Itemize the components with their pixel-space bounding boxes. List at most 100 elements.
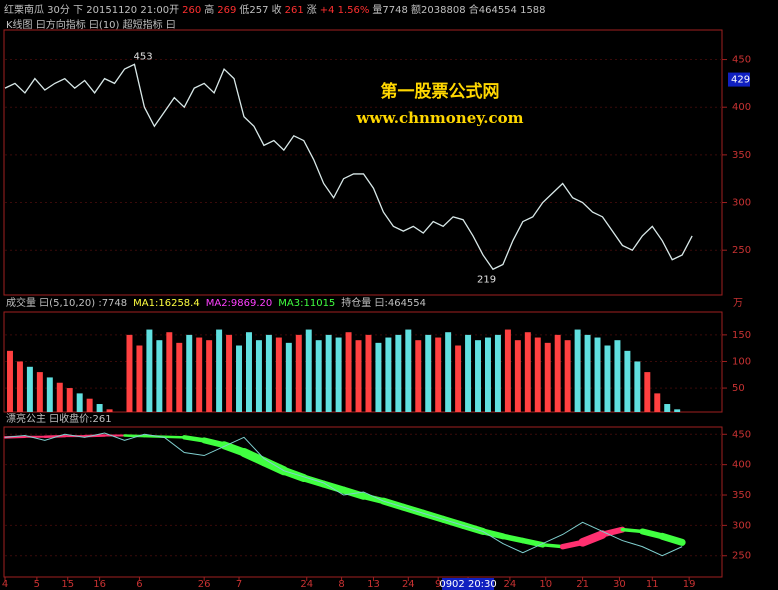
- ma-label: MA3:11015: [278, 298, 335, 309]
- ribbon-segment: [658, 532, 686, 546]
- volume-bar: [295, 334, 302, 412]
- volume-bar: [216, 329, 223, 412]
- x-tick-label: 9: [435, 579, 441, 590]
- volume-bar: [425, 334, 432, 412]
- volume-bar: [236, 345, 243, 412]
- panel-title: 成交量 曰(5,10,20) :7748: [6, 296, 127, 309]
- volume-bar: [355, 340, 362, 412]
- volume-bar: [46, 377, 53, 412]
- volume-bar: [375, 342, 382, 412]
- x-tick-label: 24: [300, 579, 313, 590]
- volume-bar: [86, 398, 93, 412]
- volume-bar: [405, 329, 412, 412]
- volume-bar: [524, 332, 531, 412]
- x-tick-label: 5: [34, 579, 40, 590]
- ribbon-segment: [541, 543, 565, 549]
- y-tick-label: 400: [732, 460, 751, 471]
- ribbon-segment: [83, 434, 106, 438]
- x-tick-label: 24: [504, 579, 517, 590]
- volume-bar: [176, 342, 183, 412]
- volume-bar: [534, 337, 541, 412]
- volume-bar: [514, 340, 521, 412]
- volume-bar: [345, 332, 352, 412]
- volume-bar: [206, 340, 213, 412]
- volume-bar: [385, 337, 392, 412]
- volume-bar: [96, 404, 103, 412]
- volume-bar: [544, 342, 551, 412]
- header-text: 低257 收: [239, 3, 281, 16]
- y-tick-label: 300: [732, 520, 751, 531]
- volume-bar: [126, 334, 133, 412]
- ribbon-segment: [500, 533, 526, 544]
- y-tick-label: 450: [732, 55, 751, 66]
- volume-bar: [504, 329, 511, 412]
- header-text: 红栗南瓜 30分 下 20151120 21:00开: [4, 3, 179, 16]
- volume-bar: [56, 382, 63, 412]
- ribbon-segment: [520, 537, 546, 548]
- x-tick-label: 7: [236, 579, 242, 590]
- volume-bar: [146, 329, 153, 412]
- volume-bar: [156, 340, 163, 412]
- watermark: 第一股票公式网: [381, 81, 500, 102]
- volume-bar: [415, 340, 422, 412]
- x-tick-label: 10: [539, 579, 552, 590]
- volume-bar: [186, 334, 193, 412]
- header-text: +4 1.56%: [320, 5, 370, 16]
- volume-bar: [634, 361, 641, 412]
- annotation: 429: [731, 75, 750, 86]
- volume-bar: [475, 340, 482, 412]
- volume-bar: [106, 409, 113, 412]
- annotation: 453: [133, 52, 152, 63]
- volume-bar: [136, 345, 143, 412]
- cursor-tag: [442, 578, 495, 590]
- volume-bar: [664, 404, 671, 412]
- x-tick-label: 21: [576, 579, 589, 590]
- volume-bar: [26, 366, 33, 412]
- ribbon-segment: [182, 435, 207, 443]
- y-tick-label: 450: [732, 429, 751, 440]
- volume-bar: [365, 334, 372, 412]
- panel-frame: [3, 426, 723, 578]
- volume-bar: [6, 350, 13, 412]
- volume-bar: [226, 334, 233, 412]
- volume-bar: [654, 393, 661, 412]
- unit-label: 万: [733, 298, 743, 309]
- volume-bar: [494, 334, 501, 412]
- y-tick-label: 250: [732, 551, 751, 562]
- volume-bar: [564, 340, 571, 412]
- ribbon-segment: [620, 527, 645, 534]
- volume-bar: [166, 332, 173, 412]
- volume-bar: [76, 393, 83, 412]
- volume-bar: [335, 337, 342, 412]
- y-tick-label: 400: [732, 102, 751, 113]
- volume-bar: [584, 334, 591, 412]
- volume-bar: [265, 334, 272, 412]
- panel-frame: [3, 311, 723, 413]
- header-text: 260: [182, 5, 201, 16]
- x-tick-label: 19: [683, 579, 696, 590]
- volume-bar: [445, 332, 452, 412]
- volume-bar: [255, 340, 262, 412]
- header-text: 涨: [307, 4, 317, 16]
- volume-bar: [435, 337, 442, 412]
- volume-bar: [315, 340, 322, 412]
- header-text: 高: [204, 3, 214, 16]
- volume-bar: [36, 372, 43, 412]
- ma-label: MA2:9869.20: [206, 298, 273, 309]
- ma-label: 持仓量 曰:464554: [341, 296, 426, 309]
- header-text: 量7748 额2038808 合464554 1588: [372, 3, 545, 16]
- ribbon-segment: [578, 530, 607, 547]
- x-tick-label: 15: [61, 579, 74, 590]
- volume-bar: [674, 409, 681, 412]
- x-tick-label: 4: [2, 579, 8, 590]
- volume-bar: [594, 337, 601, 412]
- panel-title: 漂亮公主 曰收盘价:261: [6, 412, 112, 425]
- y-tick-label: 250: [732, 245, 751, 256]
- ribbon-segment: [163, 435, 186, 439]
- y-tick-label: 350: [732, 490, 751, 501]
- volume-bar: [614, 340, 621, 412]
- header-text: 269: [217, 5, 236, 16]
- volume-bar: [465, 334, 472, 412]
- volume-bar: [66, 388, 73, 412]
- y-tick-label: 150: [732, 330, 751, 341]
